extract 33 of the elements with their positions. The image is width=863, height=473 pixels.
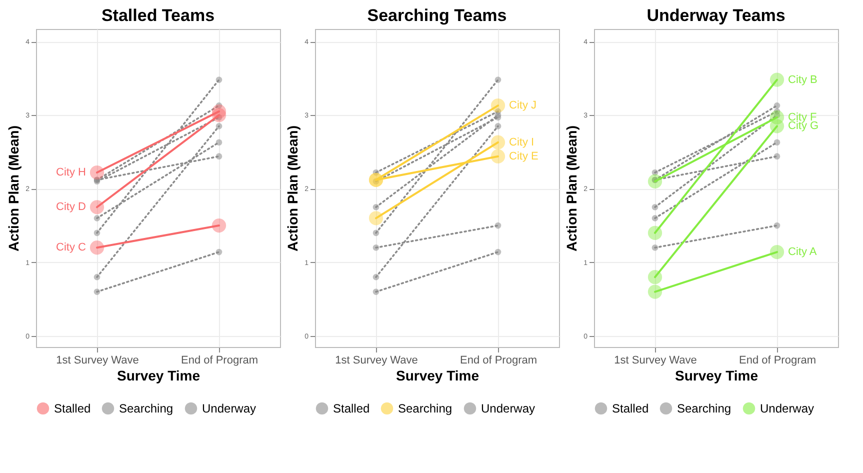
annotation: City B: [788, 74, 818, 86]
annotation: City J: [509, 100, 536, 112]
legend-label: Stalled: [54, 401, 91, 416]
annotation: City H: [56, 166, 86, 179]
annotation: City A: [788, 246, 818, 258]
x-tick-label: 1st Survey Wave: [56, 354, 139, 366]
x-tick-label: 1st Survey Wave: [335, 354, 418, 366]
x-tick-label: End of Program: [180, 354, 258, 366]
legend-label: Searching: [398, 401, 452, 416]
y-axis-title: Action Plan (Mean): [564, 125, 580, 252]
x-tick-label: End of Program: [460, 354, 538, 366]
chart-title: Underway Teams: [646, 6, 786, 25]
legend-label: Searching: [677, 401, 732, 416]
y-axis-title: Action Plan (Mean): [284, 125, 301, 252]
chart-title: Searching Teams: [367, 6, 507, 25]
x-axis-title: Survey Time: [116, 368, 200, 384]
chart-title: Stalled Teams: [101, 6, 215, 25]
x-axis-title: Survey Time: [674, 368, 758, 384]
y-axis-title: Action Plan (Mean): [6, 125, 22, 252]
legend-label: Underway: [481, 401, 536, 416]
x-axis-title: Survey Time: [396, 368, 480, 384]
x-tick-label: End of Program: [738, 354, 816, 366]
legend-label: Stalled: [612, 401, 649, 416]
legend-label: Searching: [119, 401, 174, 416]
annotation: City C: [56, 242, 86, 254]
annotation: City D: [56, 201, 86, 214]
annotation: City E: [509, 150, 538, 162]
x-tick-label: 1st Survey Wave: [614, 354, 697, 366]
legend-label: Stalled: [333, 401, 370, 416]
annotation: City I: [509, 136, 534, 148]
legend-label: Underway: [760, 401, 814, 416]
annotation: City G: [788, 120, 819, 132]
legend-label: Underway: [202, 401, 256, 416]
